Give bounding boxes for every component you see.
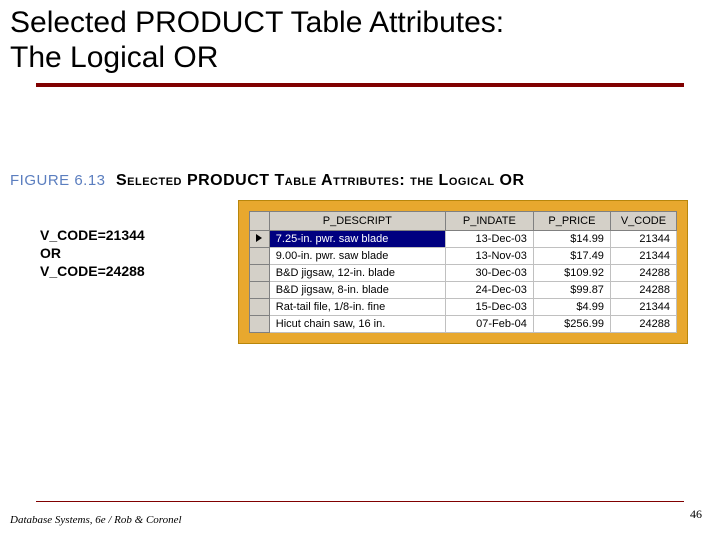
col-p-indate: P_INDATE — [445, 212, 533, 231]
cell-p-descript: 7.25-in. pwr. saw blade — [269, 231, 445, 248]
cell-p-price: $14.99 — [533, 231, 610, 248]
results-panel: P_DESCRIPT P_INDATE P_PRICE V_CODE 7.25-… — [238, 200, 688, 344]
col-p-descript: P_DESCRIPT — [269, 212, 445, 231]
where-line-2: OR — [40, 244, 145, 262]
cell-p-price: $109.92 — [533, 265, 610, 282]
where-clause: V_CODE=21344 OR V_CODE=24288 — [40, 226, 145, 281]
cell-p-indate: 07-Feb-04 — [445, 316, 533, 333]
where-line-3: V_CODE=24288 — [40, 262, 145, 280]
col-p-price: P_PRICE — [533, 212, 610, 231]
cell-v-code: 21344 — [610, 299, 676, 316]
figure-label: FIGURE 6.13 — [10, 172, 106, 189]
cell-v-code: 24288 — [610, 265, 676, 282]
col-v-code: V_CODE — [610, 212, 676, 231]
table-row[interactable]: B&D jigsaw, 8-in. blade24-Dec-03$99.8724… — [250, 282, 677, 299]
table-header-row: P_DESCRIPT P_INDATE P_PRICE V_CODE — [250, 212, 677, 231]
title-line-1: Selected PRODUCT Table Attributes: — [10, 6, 504, 39]
row-marker-cell — [250, 265, 270, 282]
table-row[interactable]: 9.00-in. pwr. saw blade13-Nov-03$17.4921… — [250, 248, 677, 265]
table-row[interactable]: Rat-tail file, 1/8-in. fine15-Dec-03$4.9… — [250, 299, 677, 316]
cell-p-price: $256.99 — [533, 316, 610, 333]
row-marker-cell — [250, 299, 270, 316]
cell-v-code: 24288 — [610, 316, 676, 333]
figure-caption-text: Selected PRODUCT Table Attributes: the L… — [116, 172, 525, 189]
cell-p-price: $99.87 — [533, 282, 610, 299]
page-number: 46 — [690, 507, 702, 522]
table-row[interactable]: 7.25-in. pwr. saw blade13-Dec-03$14.9921… — [250, 231, 677, 248]
cell-p-descript: Rat-tail file, 1/8-in. fine — [269, 299, 445, 316]
row-marker-header — [250, 212, 270, 231]
row-marker-cell — [250, 282, 270, 299]
cell-p-price: $17.49 — [533, 248, 610, 265]
cell-p-descript: B&D jigsaw, 12-in. blade — [269, 265, 445, 282]
row-marker-cell — [250, 231, 270, 248]
cell-p-descript: B&D jigsaw, 8-in. blade — [269, 282, 445, 299]
row-marker-cell — [250, 248, 270, 265]
where-line-1: V_CODE=21344 — [40, 226, 145, 244]
table-row[interactable]: Hicut chain saw, 16 in.07-Feb-04$256.992… — [250, 316, 677, 333]
cell-p-indate: 24-Dec-03 — [445, 282, 533, 299]
results-table: P_DESCRIPT P_INDATE P_PRICE V_CODE 7.25-… — [249, 211, 677, 333]
cell-p-indate: 30-Dec-03 — [445, 265, 533, 282]
row-marker-cell — [250, 316, 270, 333]
footer-divider — [36, 501, 684, 502]
cell-p-descript: Hicut chain saw, 16 in. — [269, 316, 445, 333]
cell-p-indate: 15-Dec-03 — [445, 299, 533, 316]
current-row-arrow-icon — [256, 234, 262, 242]
cell-v-code: 24288 — [610, 282, 676, 299]
cell-v-code: 21344 — [610, 248, 676, 265]
slide-title: Selected PRODUCT Table Attributes: The L… — [0, 0, 720, 75]
title-line-2: The Logical OR — [10, 41, 218, 74]
cell-p-indate: 13-Dec-03 — [445, 231, 533, 248]
footer-text: Database Systems, 6e / Rob & Coronel — [10, 514, 182, 526]
cell-v-code: 21344 — [610, 231, 676, 248]
cell-p-indate: 13-Nov-03 — [445, 248, 533, 265]
cell-p-price: $4.99 — [533, 299, 610, 316]
cell-p-descript: 9.00-in. pwr. saw blade — [269, 248, 445, 265]
figure-caption: FIGURE 6.13 Selected PRODUCT Table Attri… — [10, 172, 525, 190]
table-row[interactable]: B&D jigsaw, 12-in. blade30-Dec-03$109.92… — [250, 265, 677, 282]
title-underline — [36, 83, 684, 87]
